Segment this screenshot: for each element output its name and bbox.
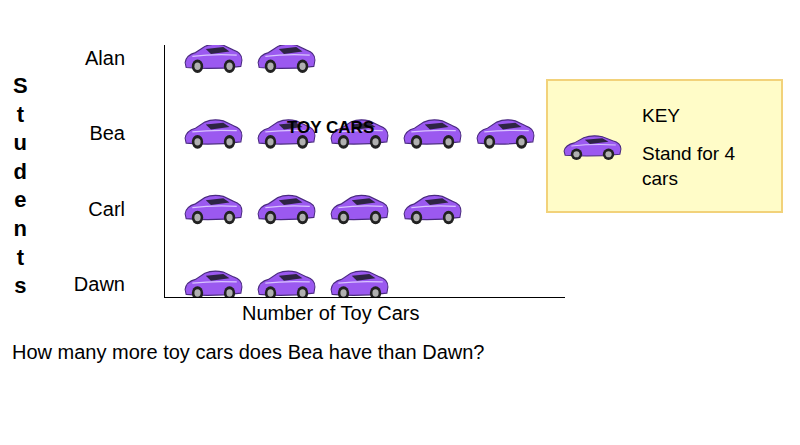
svg-text:Dawn: Dawn xyxy=(74,273,125,295)
svg-text:TOY CARS: TOY CARS xyxy=(287,118,374,137)
svg-text:Number of Toy Cars: Number of Toy Cars xyxy=(242,302,419,324)
svg-text:KEY: KEY xyxy=(642,105,680,126)
svg-text:How many more toy cars does Be: How many more toy cars does Bea have tha… xyxy=(12,341,484,363)
svg-text:Bea: Bea xyxy=(89,122,125,144)
svg-text:Carl: Carl xyxy=(88,198,125,220)
svg-text:Alan: Alan xyxy=(85,47,125,69)
svg-text:Students: Students xyxy=(13,73,28,298)
svg-text:Stand for 4cars: Stand for 4cars xyxy=(642,143,735,189)
